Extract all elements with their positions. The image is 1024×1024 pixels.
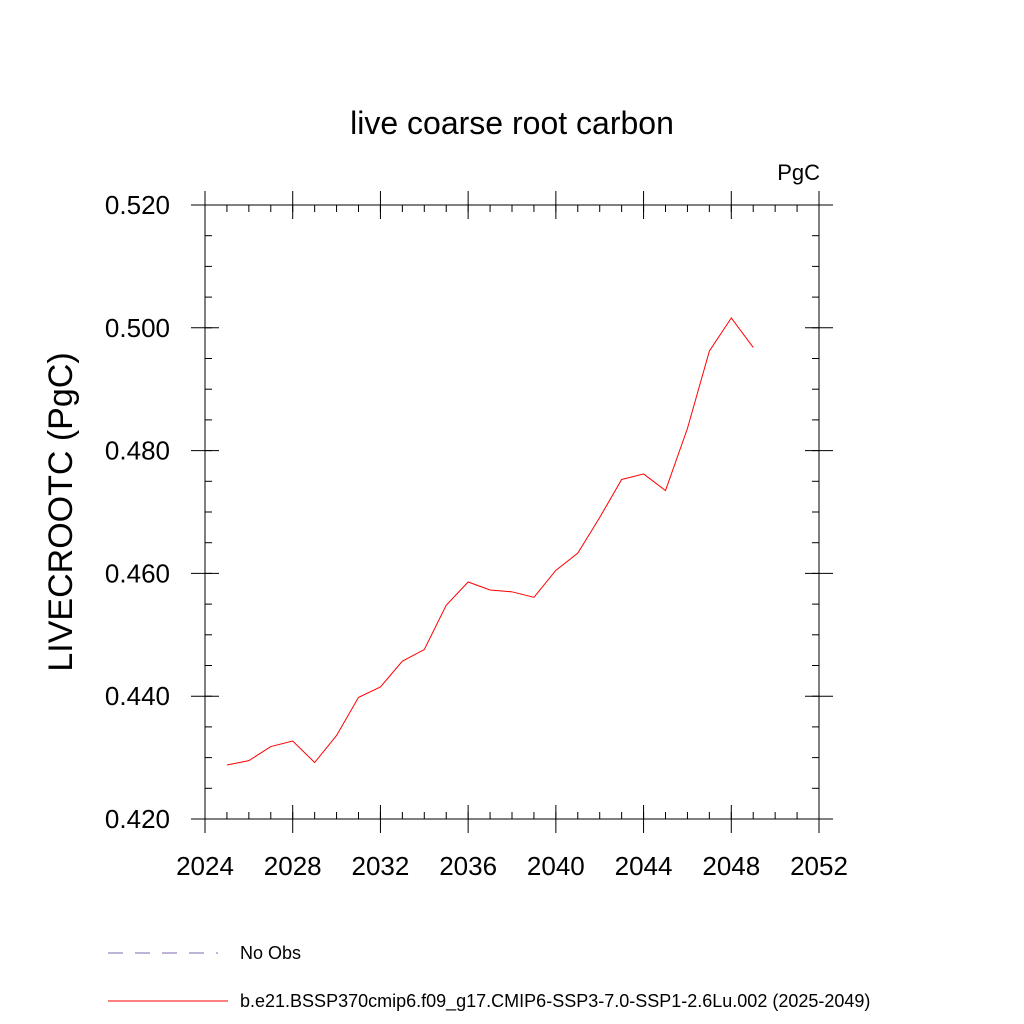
x-tick-label: 2040 [527,851,585,881]
x-tick-label: 2052 [790,851,848,881]
y-axis-label: LIVECROOTC (PgC) [42,352,80,671]
units-label: PgC [777,160,820,185]
legend-label-run: b.e21.BSSP370cmip6.f09_g17.CMIP6-SSP3-7.… [240,991,870,1012]
y-axis: 0.420 0.440 0.460 0.480 0.500 0.520 [105,190,833,834]
x-tick-label: 2028 [264,851,322,881]
x-axis: 2024 2028 2032 2036 2040 2044 2048 2052 [176,191,848,881]
x-tick-label: 2048 [702,851,760,881]
x-tick-label: 2024 [176,851,234,881]
legend-label-no-obs: No Obs [240,943,301,963]
plot-frame [204,204,820,820]
y-tick-label: 0.420 [105,804,170,834]
series-layer [226,317,754,766]
y-tick-label: 0.500 [105,313,170,343]
y-tick-label: 0.520 [105,190,170,220]
series-line [226,317,754,766]
y-tick-label: 0.440 [105,681,170,711]
chart-title: live coarse root carbon [350,105,674,141]
y-tick-label: 0.480 [105,436,170,466]
x-tick-label: 2032 [352,851,410,881]
legend: No Obs b.e21.BSSP370cmip6.f09_g17.CMIP6-… [108,943,870,1012]
x-tick-label: 2036 [439,851,497,881]
x-tick-label: 2044 [615,851,673,881]
y-tick-label: 0.460 [105,558,170,588]
